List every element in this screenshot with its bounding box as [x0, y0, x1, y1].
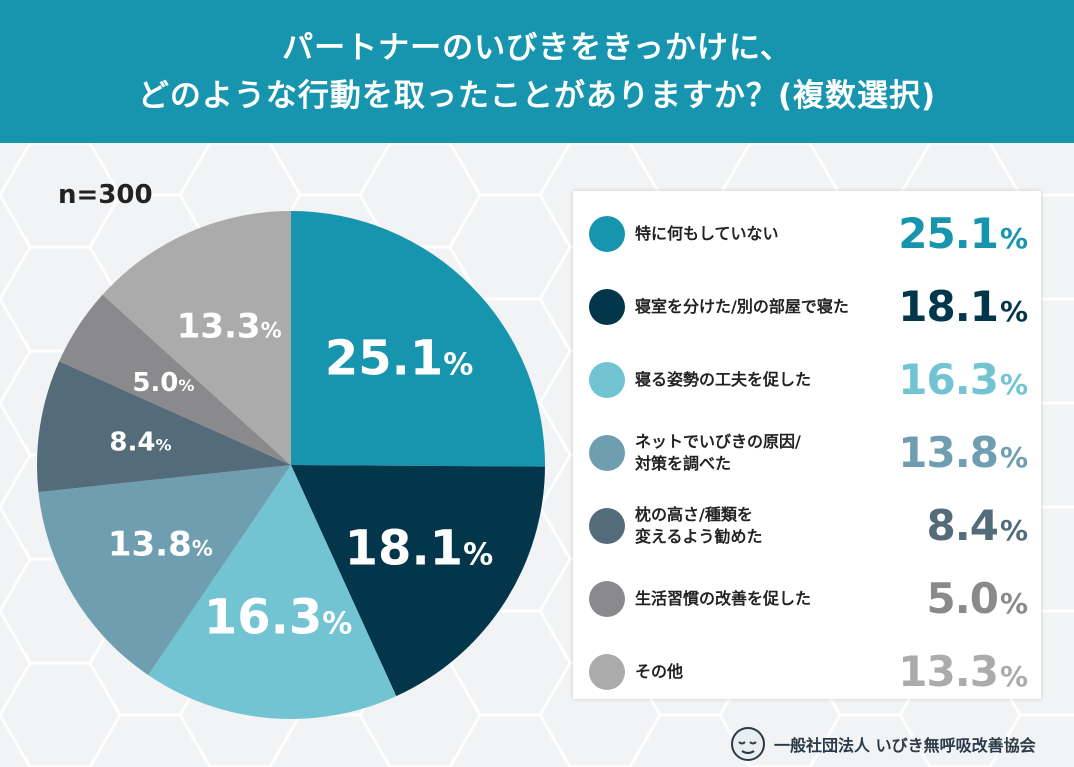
- legend-value: 5.0%: [926, 568, 1028, 630]
- legend-value: 16.3%: [898, 349, 1028, 411]
- legend-value-number: 13.8: [898, 428, 999, 477]
- legend-value: 13.8%: [898, 422, 1028, 484]
- pie-slice: [291, 465, 545, 697]
- pie-slice: [38, 465, 291, 676]
- legend-color-swatch: [589, 654, 625, 690]
- legend-item: 生活習慣の改善を促した 5.0%: [573, 568, 1041, 630]
- slice-data-label: 13.8%: [108, 524, 213, 564]
- legend-value-unit: %: [999, 295, 1028, 328]
- slice-data-label: 13.3%: [177, 307, 282, 347]
- legend-label: 特に何もしていない: [635, 224, 779, 243]
- legend-value-unit: %: [999, 222, 1028, 255]
- chart-title-line1: パートナーのいびきをきっかけに、: [282, 29, 792, 66]
- legend-value-unit: %: [999, 660, 1028, 693]
- pie-slice: [59, 294, 292, 465]
- legend-item: 枕の高さ/種類を 変えるよう勧めた 8.4%: [573, 495, 1041, 557]
- legend-item: ネットでいびきの原因/ 対策を調べた 13.8%: [573, 422, 1041, 484]
- slice-data-label: 25.1%: [325, 330, 474, 386]
- legend-value-unit: %: [999, 441, 1028, 474]
- legend-color-swatch: [589, 216, 625, 252]
- legend-label: ネットでいびきの原因/ 対策を調べた: [635, 432, 801, 473]
- pie-slice: [148, 465, 397, 719]
- legend-item: 寝る姿勢の工夫を促した 16.3%: [573, 349, 1041, 411]
- legend-value: 25.1%: [898, 203, 1028, 265]
- legend-value-unit: %: [999, 587, 1028, 620]
- legend-color-swatch: [589, 508, 625, 544]
- legend-value-unit: %: [999, 368, 1028, 401]
- legend-value-number: 8.4: [926, 501, 999, 550]
- slice-data-label: 5.0%: [132, 368, 194, 398]
- slice-data-label: 8.4%: [109, 427, 171, 457]
- legend-value: 13.3%: [898, 641, 1028, 703]
- legend-color-swatch: [589, 581, 625, 617]
- sample-size: n=300: [58, 180, 153, 210]
- legend-color-swatch: [589, 435, 625, 471]
- pie-slice: [36, 361, 291, 493]
- legend-value-number: 18.1: [898, 282, 999, 331]
- legend-value-unit: %: [999, 514, 1028, 547]
- legend-label: 寝室を分けた/別の部屋で寝た: [635, 297, 849, 316]
- legend-label: 生活習慣の改善を促した: [635, 589, 812, 608]
- legend-label: 寝る姿勢の工夫を促した: [635, 370, 812, 389]
- legend-color-swatch: [589, 289, 625, 325]
- slice-data-label: 16.3%: [204, 590, 353, 646]
- legend-value-number: 5.0: [926, 574, 999, 623]
- legend-value: 18.1%: [898, 276, 1028, 338]
- sleeping-face-icon: [731, 727, 765, 761]
- pie-slice: [102, 211, 291, 465]
- organization-footer: 一般社団法人 いびき無呼吸改善協会: [730, 724, 1036, 764]
- legend-color-swatch: [589, 362, 625, 398]
- chart-title-line2: どのような行動を取ったことがありますか？(複数選択): [137, 77, 937, 114]
- legend-value-number: 25.1: [898, 209, 999, 258]
- legend: 特に何もしていない 25.1% 寝室を分けた/別の部屋で寝た 18.1% 寝る姿勢の工夫…: [573, 191, 1041, 699]
- pie-chart: 25.1% 18.1% 16.3% 13.8% 8.4% 5.0% 13.3%: [36, 211, 545, 719]
- slice-data-label: 18.1%: [345, 521, 494, 577]
- chart-header: パートナーのいびきをきっかけに、 どのような行動を取ったことがありますか？(複数…: [0, 0, 1074, 143]
- legend-item: 寝室を分けた/別の部屋で寝た 18.1%: [573, 276, 1041, 338]
- organization-name: 一般社団法人 いびき無呼吸改善協会: [774, 736, 1036, 755]
- legend-value: 8.4%: [926, 495, 1028, 557]
- pie-slice: [291, 211, 545, 467]
- legend-value-number: 16.3: [898, 355, 999, 404]
- legend-value-number: 13.3: [898, 647, 999, 696]
- legend-item: その他 13.3%: [573, 641, 1041, 703]
- legend-label: 枕の高さ/種類を 変えるよう勧めた: [635, 505, 763, 546]
- legend-label: その他: [635, 662, 684, 681]
- legend-item: 特に何もしていない 25.1%: [573, 203, 1041, 265]
